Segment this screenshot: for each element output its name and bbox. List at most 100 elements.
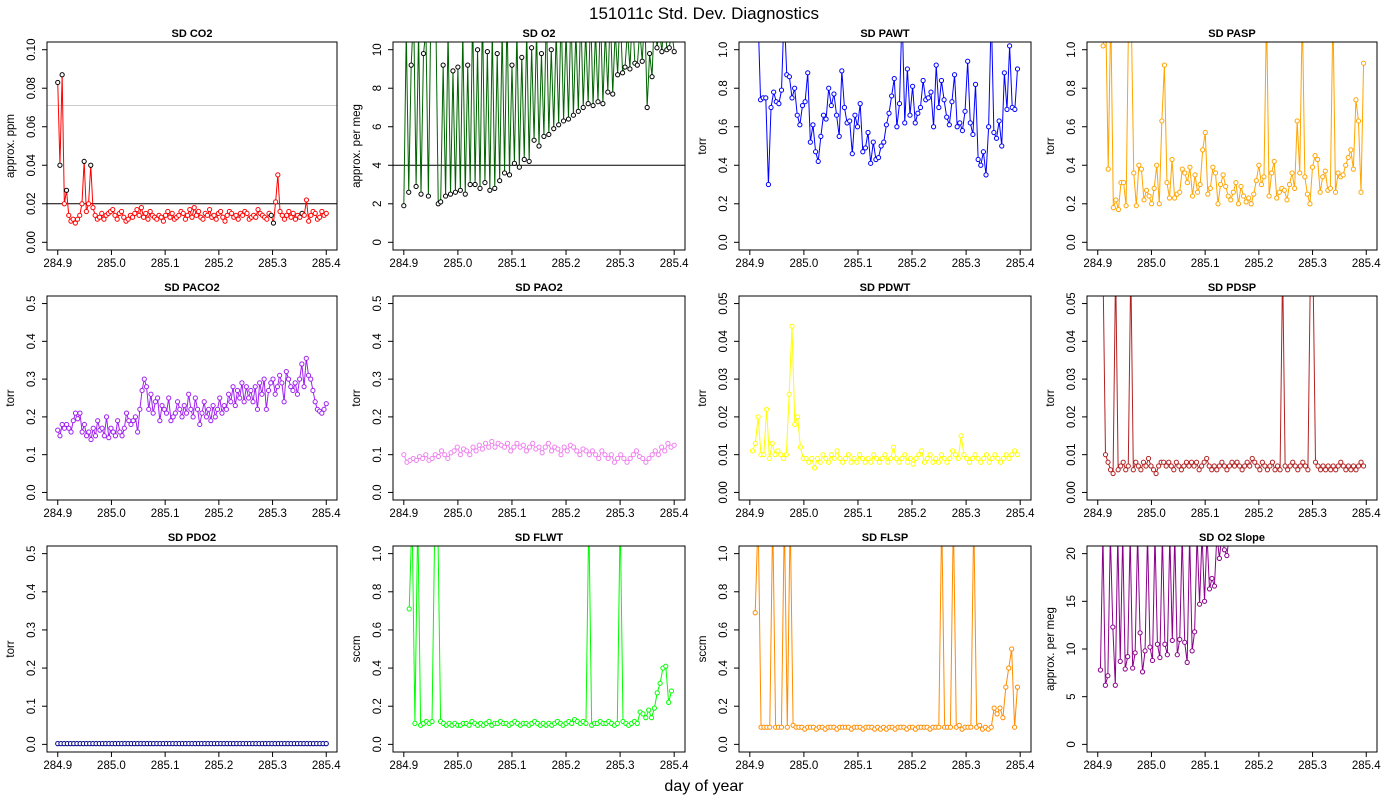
x-tick-label: 284.9 <box>389 760 418 772</box>
data-point <box>167 214 173 220</box>
x-tick-label: 285.2 <box>204 508 233 520</box>
data-point <box>1274 195 1280 201</box>
data-point <box>467 452 473 458</box>
data-point <box>1229 459 1235 465</box>
data-point <box>237 395 243 401</box>
data-point <box>972 81 979 87</box>
data-point <box>962 108 968 114</box>
series-sd-pasp <box>1100 42 1367 213</box>
data-point <box>323 741 329 747</box>
data-point <box>1226 463 1233 469</box>
data-point <box>1272 467 1278 473</box>
data-point <box>531 137 537 143</box>
data-point <box>1189 648 1195 654</box>
data-point <box>764 406 770 412</box>
data-point <box>235 216 241 222</box>
data-point <box>420 455 426 462</box>
data-point <box>789 95 795 101</box>
data-point <box>292 216 299 222</box>
data-point <box>180 210 186 217</box>
data-point <box>917 104 924 111</box>
data-point <box>297 214 303 220</box>
data-point <box>893 455 899 462</box>
data-point <box>837 455 843 462</box>
data-point <box>950 448 956 454</box>
data-point <box>818 133 824 139</box>
y-axis: 0 5 10 15 20 <box>1066 547 1087 748</box>
panel-title: SD PAWT <box>860 28 910 40</box>
data-point <box>63 187 70 193</box>
data-point <box>1252 459 1258 465</box>
data-point <box>655 452 662 458</box>
data-point <box>980 149 987 155</box>
data-point <box>106 435 112 441</box>
data-point <box>771 89 777 95</box>
data-point <box>1330 463 1336 469</box>
data-point <box>99 425 105 431</box>
data-point <box>959 127 966 134</box>
data-point <box>933 455 939 462</box>
data-point <box>954 124 960 130</box>
data-point <box>240 212 246 218</box>
data-point <box>1159 118 1165 124</box>
data-point <box>1287 463 1293 469</box>
data-point <box>245 395 252 401</box>
data-point <box>871 452 877 458</box>
data-point <box>839 68 845 74</box>
data-point <box>890 444 897 450</box>
data-point <box>159 402 165 409</box>
data-point <box>1239 467 1245 473</box>
x-tick-label: 285.1 <box>1191 258 1220 270</box>
panel-title: SD PASP <box>1208 28 1255 40</box>
data-point <box>101 433 107 439</box>
x-tick-label: 285.1 <box>498 508 527 520</box>
panel-sd-pao2: SD PAO2 torr 284.9 285.0 285.1 285.2 285.3 285.… <box>351 282 689 520</box>
data-point <box>1151 185 1157 191</box>
data-point <box>944 114 950 120</box>
x-tick-label: 285.1 <box>151 508 180 520</box>
data-point <box>57 162 63 168</box>
data-point <box>988 724 994 730</box>
data-point <box>1188 459 1195 465</box>
data-point <box>218 208 224 215</box>
data-point <box>462 191 468 197</box>
x-tick-label: 285.3 <box>952 760 981 772</box>
data-point <box>834 448 840 454</box>
data-point <box>1236 463 1243 469</box>
data-point <box>497 178 503 184</box>
data-point <box>272 391 278 397</box>
data-point <box>583 448 589 454</box>
data-point <box>1123 467 1129 473</box>
data-point <box>163 410 170 416</box>
data-point <box>775 448 781 454</box>
data-point <box>797 444 804 450</box>
data-point <box>1248 201 1254 207</box>
data-point <box>208 418 214 424</box>
y-axis-label: approx. ppm <box>5 114 17 178</box>
data-point <box>851 455 857 462</box>
data-point <box>165 208 171 215</box>
data-point <box>55 427 61 433</box>
data-point <box>188 406 194 412</box>
data-point <box>640 711 646 717</box>
data-point <box>1271 158 1277 165</box>
data-point <box>1142 648 1148 654</box>
data-point <box>147 208 153 215</box>
data-point <box>752 610 758 616</box>
y-axis: 0.00 0.01 0.02 0.03 0.04 0.05 <box>1066 292 1087 504</box>
data-point <box>817 459 823 465</box>
data-point <box>915 110 921 116</box>
data-point <box>96 214 103 220</box>
y-tick-label: 0.4 <box>26 333 38 350</box>
data-point <box>1292 185 1298 191</box>
data-point <box>805 70 811 76</box>
data-point <box>1207 185 1213 191</box>
data-point <box>916 452 922 458</box>
data-point <box>1251 191 1257 197</box>
data-point <box>408 62 414 68</box>
data-point <box>991 705 997 711</box>
data-point <box>1289 170 1295 176</box>
data-point <box>671 49 677 55</box>
data-point <box>1244 459 1250 465</box>
data-point <box>303 355 309 361</box>
